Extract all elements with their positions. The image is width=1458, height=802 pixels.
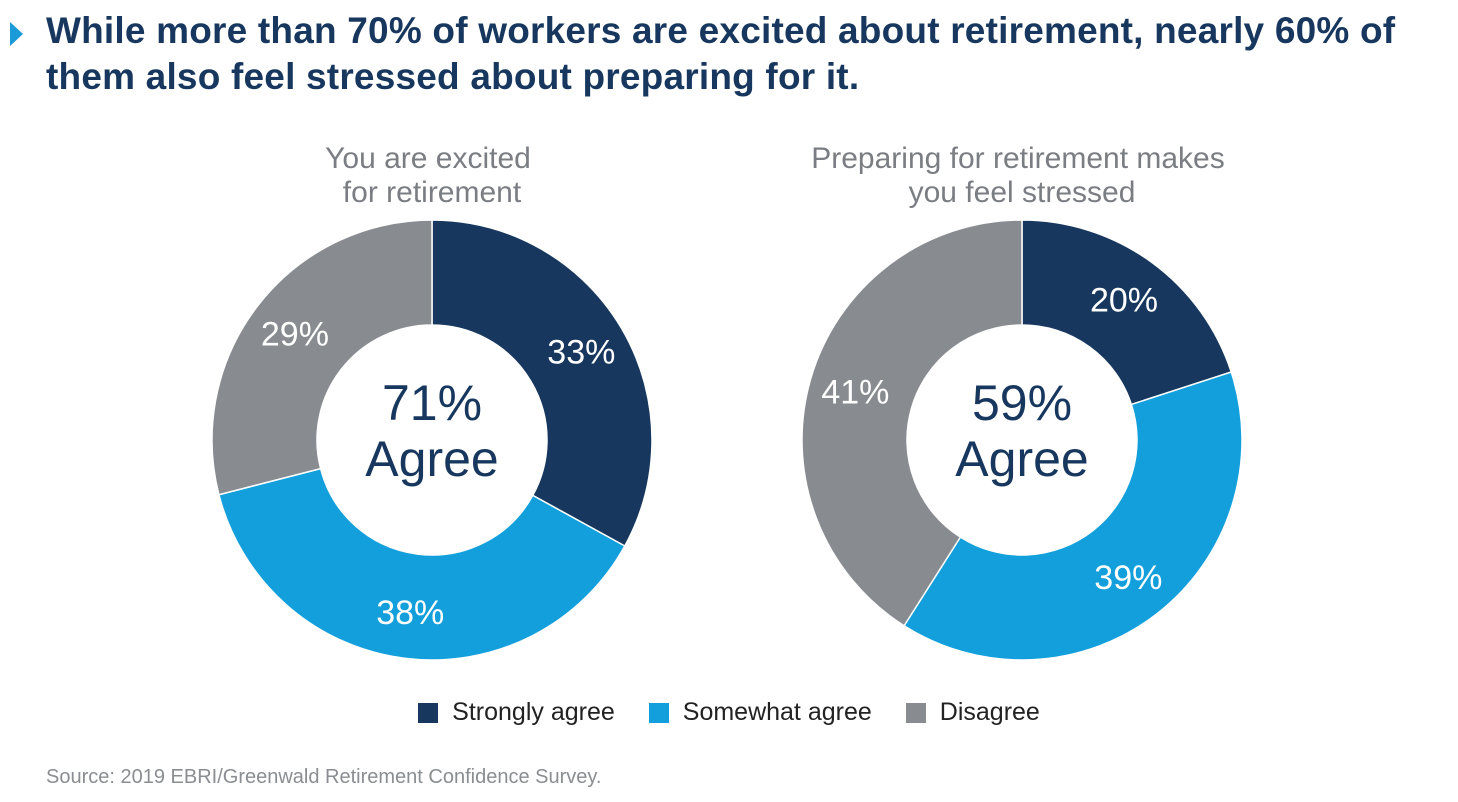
donut-chart-excited: You are excited for retirement 33% 38% 29%… — [211, 142, 653, 661]
source-note: Source: 2019 EBRI/Greenwald Retirement C… — [46, 766, 602, 788]
slice-labels: 20% 39% 41% — [821, 282, 1162, 597]
slice-label-somewhat-agree: 38% — [376, 594, 444, 632]
legend-label: Somewhat agree — [682, 698, 872, 726]
chart-title-line-1: Preparing for retirement makes — [811, 142, 1225, 175]
center-text: Agree — [955, 431, 1088, 487]
slice-labels: 33% 38% 29% — [261, 316, 615, 632]
donut-slices — [211, 219, 653, 661]
chart-title-line-2: you feel stressed — [909, 176, 1136, 209]
slice-somewhat-agree — [903, 371, 1243, 661]
page-title: While more than 70% of workers are excit… — [46, 10, 1396, 97]
legend: Strongly agree Somewhat agree Disagree — [0, 698, 1458, 727]
slice-somewhat-agree — [217, 467, 626, 661]
slice-label-somewhat-agree: 39% — [1094, 559, 1162, 597]
donut-charts: You are excited for retirement 33% 38% 29%… — [211, 142, 1243, 661]
center-value: 71% — [382, 375, 482, 431]
slice-label-strongly-agree: 33% — [547, 334, 615, 372]
legend-item-strongly-agree: Strongly agree — [418, 698, 615, 727]
slice-strongly-agree — [1021, 219, 1233, 406]
legend-label: Strongly agree — [452, 698, 615, 726]
legend-label: Disagree — [939, 698, 1040, 726]
legend-swatch — [418, 702, 439, 723]
chart-title-line-1: You are excited — [325, 142, 531, 175]
chart-title-line-2: for retirement — [343, 176, 522, 209]
slice-disagree — [211, 219, 433, 496]
center-value: 59% — [972, 375, 1072, 431]
slice-strongly-agree — [431, 219, 653, 548]
center-text: Agree — [365, 431, 498, 487]
slice-label-disagree: 41% — [821, 374, 889, 412]
slice-disagree — [801, 219, 1023, 627]
legend-swatch — [905, 702, 926, 723]
title-marker-icon — [10, 22, 23, 46]
legend-swatch — [648, 702, 669, 723]
slice-label-strongly-agree: 20% — [1090, 282, 1158, 320]
slice-label-disagree: 29% — [261, 316, 329, 354]
donut-slices — [801, 219, 1243, 661]
legend-item-somewhat-agree: Somewhat agree — [648, 698, 872, 727]
donut-chart-stressed: Preparing for retirement makes you feel … — [801, 142, 1243, 661]
legend-item-disagree: Disagree — [905, 698, 1040, 727]
